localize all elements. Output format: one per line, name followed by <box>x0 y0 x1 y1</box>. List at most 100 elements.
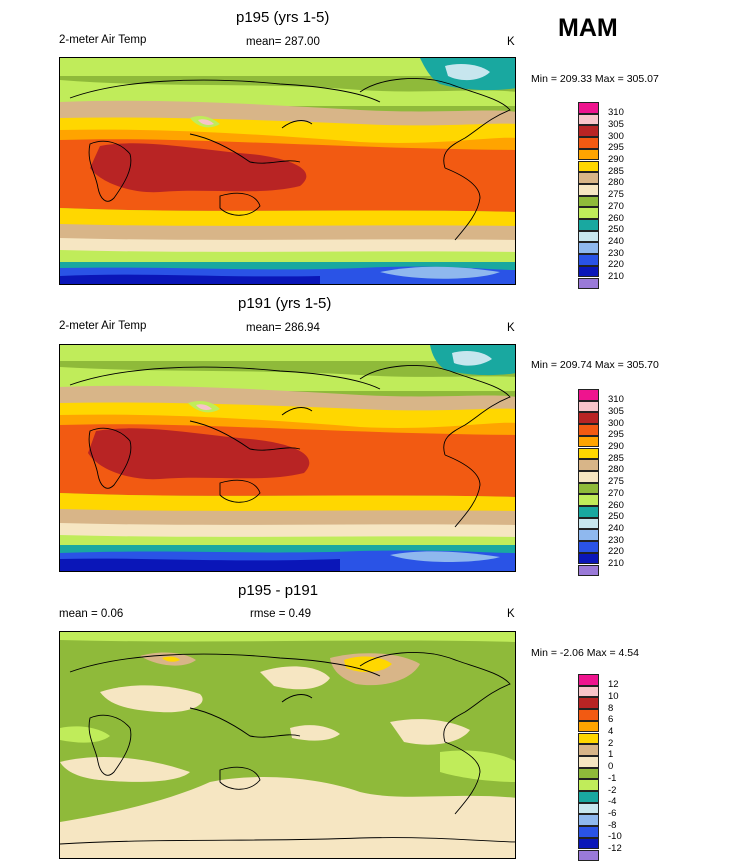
colorbar-swatch <box>578 102 599 114</box>
colorbar-swatch <box>578 459 599 471</box>
colorbar-tick-label: 275 <box>608 189 624 201</box>
panel-2-temperature-field <box>60 345 515 571</box>
colorbar-swatch <box>578 172 599 184</box>
colorbar-tick-label: 6 <box>608 714 614 726</box>
colorbar-tick-label: 8 <box>608 702 614 714</box>
colorbar-swatch <box>578 470 599 483</box>
colorbar-swatch <box>578 148 599 161</box>
panel-3-mean: mean = 0.06 <box>59 608 124 620</box>
colorbar-tick-label: 240 <box>608 522 624 534</box>
panel-1-temperature-field <box>60 58 515 284</box>
colorbar-swatch <box>578 219 599 231</box>
colorbar-swatch <box>578 424 599 436</box>
colorbar-tick-label: 10 <box>608 690 619 702</box>
panel-2-variable-label: 2-meter Air Temp <box>59 320 147 332</box>
colorbar-tick-label: 285 <box>608 165 624 177</box>
colorbar-swatch <box>578 779 599 791</box>
colorbar-tick-label: -4 <box>608 796 617 808</box>
panel-3-title: p195 - p191 <box>238 582 319 599</box>
colorbar-tick-label: 0 <box>608 761 614 773</box>
panel-3-map <box>59 631 516 859</box>
panel-2-mean: mean= 286.94 <box>246 322 320 334</box>
colorbar-tick-label: 4 <box>608 726 614 737</box>
panel-1-units: K <box>507 36 515 48</box>
colorbar-tick-label: 280 <box>608 464 624 476</box>
colorbar-swatch <box>578 791 599 803</box>
colorbar-swatch <box>578 814 599 827</box>
colorbar-tick-label: 220 <box>608 259 624 271</box>
colorbar-tick-label: -1 <box>608 772 617 784</box>
colorbar-swatch <box>578 494 599 506</box>
colorbar-swatch <box>578 709 599 721</box>
colorbar-swatch <box>578 242 599 255</box>
panel-1-map <box>59 57 516 285</box>
colorbar-swatch <box>578 207 599 219</box>
colorbar-tick-label: 1 <box>608 749 614 761</box>
colorbar-swatch <box>578 849 599 862</box>
colorbar-swatch <box>578 125 599 138</box>
panel-1-minmax: Min = 209.33 Max = 305.07 <box>531 73 659 85</box>
colorbar-tick-label: 210 <box>608 271 624 282</box>
colorbar-swatch <box>578 837 599 850</box>
colorbar-tick-label: 12 <box>608 679 619 691</box>
colorbar-tick-label: 260 <box>608 212 624 224</box>
colorbar-tick-label: 280 <box>608 177 624 189</box>
panel-3-minmax: Min = -2.06 Max = 4.54 <box>531 647 639 659</box>
panel-1-variable-label: 2-meter Air Temp <box>59 34 147 46</box>
panel-3-rmse: rmse = 0.49 <box>250 608 312 620</box>
colorbar-tick-label: 290 <box>608 441 624 452</box>
season-label: MAM <box>558 14 618 42</box>
colorbar-tick-label: 295 <box>608 429 624 441</box>
colorbar-swatch <box>578 674 599 686</box>
colorbar-tick-label: 220 <box>608 546 624 558</box>
colorbar-tick-label: 310 <box>608 107 624 119</box>
colorbar-tick-label: 240 <box>608 235 624 247</box>
colorbar-swatch <box>578 552 599 565</box>
colorbar-swatch <box>578 755 599 768</box>
colorbar-swatch <box>578 137 599 149</box>
colorbar-tick-label: -8 <box>608 819 617 831</box>
colorbar-tick-label: 230 <box>608 247 624 259</box>
colorbar-swatch <box>578 389 599 401</box>
panel-2-minmax: Min = 209.74 Max = 305.70 <box>531 359 659 371</box>
colorbar-tick-label: 250 <box>608 511 624 523</box>
colorbar-swatch <box>578 435 599 448</box>
colorbar-swatch <box>578 802 599 815</box>
colorbar-swatch <box>578 265 599 278</box>
colorbar-tick-label: 305 <box>608 405 624 417</box>
colorbar-swatch <box>578 277 599 290</box>
colorbar-tick-label: 210 <box>608 558 624 569</box>
colorbar-swatch <box>578 400 599 413</box>
colorbar-swatch <box>578 826 599 838</box>
colorbar-swatch <box>578 517 599 530</box>
colorbar-tick-label: 310 <box>608 394 624 406</box>
colorbar-swatch <box>578 447 599 460</box>
colorbar-swatch <box>578 685 599 698</box>
colorbar-tick-label: 270 <box>608 487 624 499</box>
panel-2-map <box>59 344 516 572</box>
colorbar-swatch <box>578 412 599 425</box>
panel-2-units: K <box>507 322 515 334</box>
colorbar-swatch <box>578 482 599 495</box>
panel-3-difference-field <box>60 632 515 858</box>
colorbar-tick-label: 290 <box>608 154 624 165</box>
colorbar-tick-label: 2 <box>608 737 614 749</box>
colorbar-swatch <box>578 564 599 577</box>
panel-1-mean: mean= 287.00 <box>246 36 320 48</box>
colorbar-swatch <box>578 195 599 208</box>
colorbar-tick-label: -6 <box>608 807 617 819</box>
panel-3-units: K <box>507 608 515 620</box>
colorbar-swatch <box>578 506 599 518</box>
colorbar-tick-label: 300 <box>608 130 624 142</box>
panel-1-title: p195 (yrs 1-5) <box>236 9 330 26</box>
colorbar-tick-label: 275 <box>608 476 624 488</box>
colorbar-tick-label: 230 <box>608 534 624 546</box>
colorbar-swatch <box>578 697 599 710</box>
colorbar-swatch <box>578 254 599 266</box>
colorbar-swatch <box>578 720 599 733</box>
colorbar-swatch <box>578 230 599 243</box>
colorbar-swatch <box>578 732 599 745</box>
colorbar-swatch <box>578 744 599 756</box>
colorbar-tick-label: 300 <box>608 417 624 429</box>
panel-2-title: p191 (yrs 1-5) <box>238 295 332 312</box>
